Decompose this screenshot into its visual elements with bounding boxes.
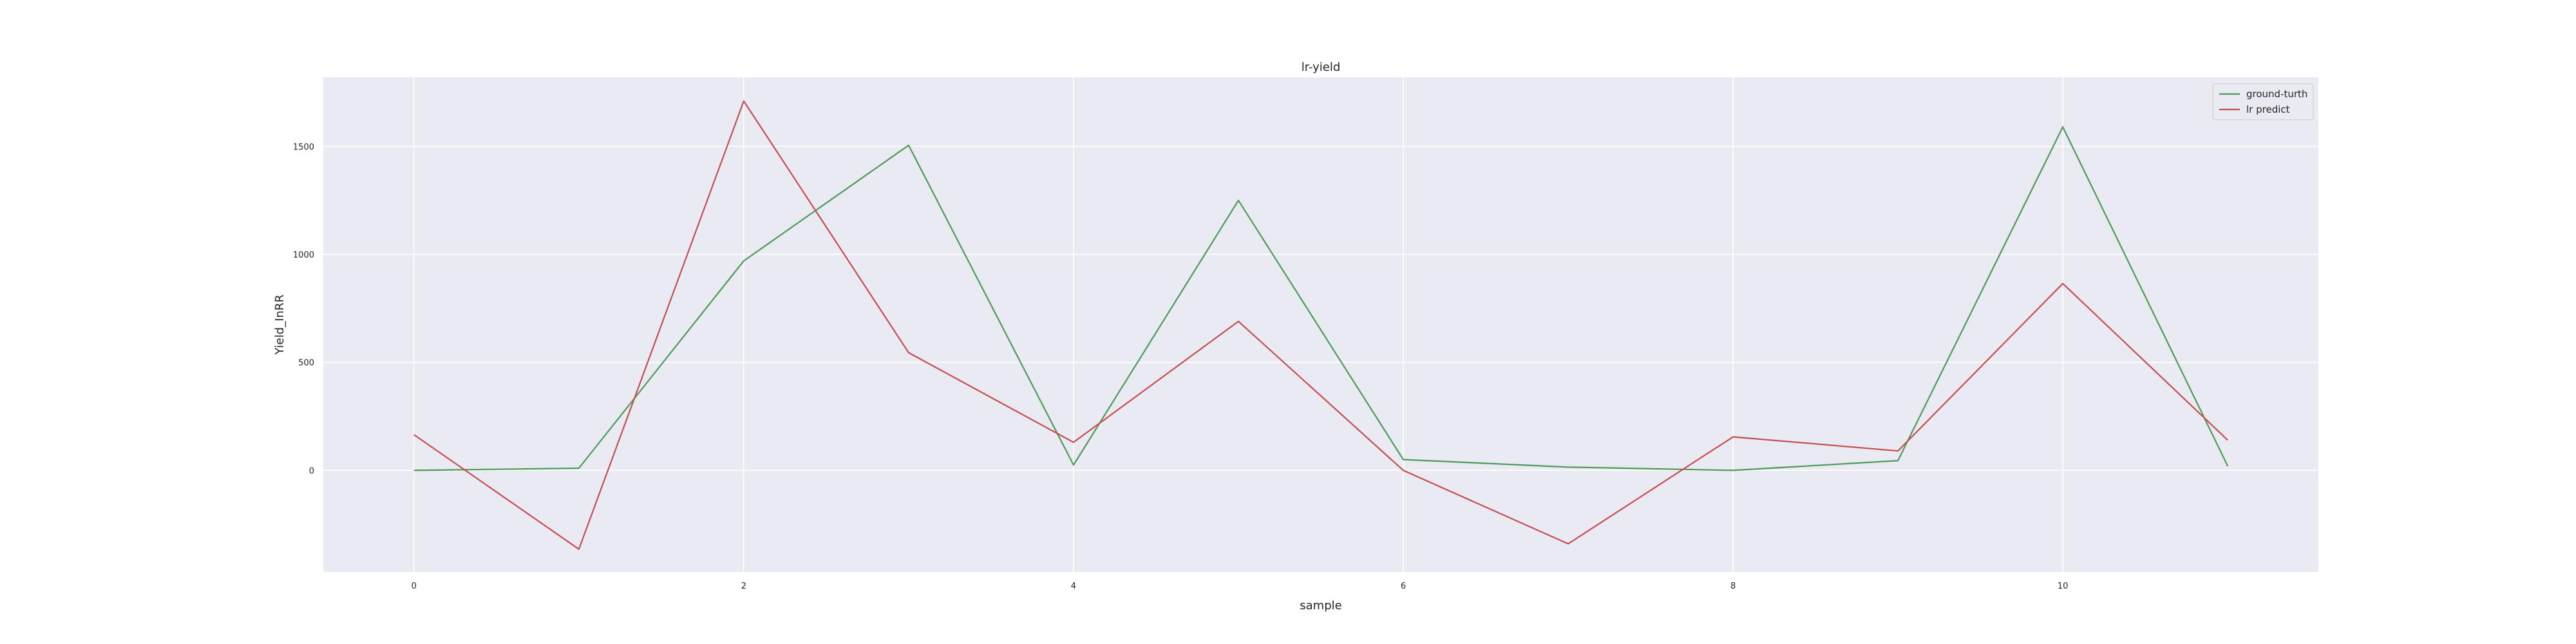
y-tick-label: 1000 [293,251,314,260]
tick-labels: 0 2 4 6 8 10 0 500 1000 1500 [293,142,2069,591]
x-tick-label: 0 [412,582,417,591]
legend: ground-turth lr predict [2212,83,2314,120]
x-tick-label: 6 [1401,582,1406,591]
grid-lines [323,77,2318,572]
legend-label: lr predict [2246,104,2290,115]
plot-background [323,77,2318,572]
legend-box [2212,83,2314,120]
y-tick-label: 1500 [293,142,314,152]
x-axis-label: sample [1300,599,1341,612]
y-axis-label: Yield_InRR [273,294,287,355]
x-tick-label: 10 [2058,582,2069,591]
series-lines [413,100,2229,550]
legend-label: ground-turth [2246,88,2307,100]
chart-title: lr-yield [1302,61,1341,74]
x-tick-label: 2 [741,582,746,591]
y-tick-label: 500 [298,359,314,368]
y-tick-label: 0 [309,466,314,476]
x-tick-label: 4 [1071,582,1076,591]
series-line-ground-turth [413,126,2229,471]
x-tick-label: 8 [1730,582,1736,591]
series-line-lr-predict [413,100,2228,550]
